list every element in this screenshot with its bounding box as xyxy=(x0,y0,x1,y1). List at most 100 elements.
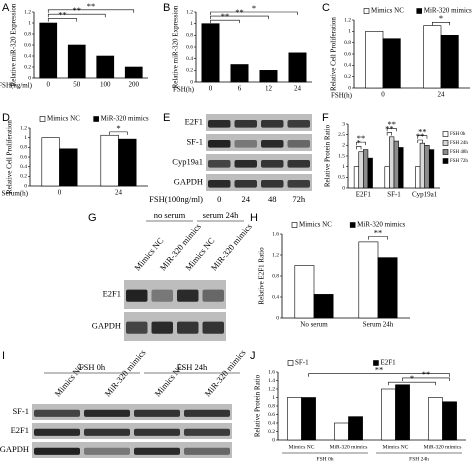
legend-swatch xyxy=(373,360,379,366)
legend-label: FSH 24h xyxy=(450,141,468,146)
y-tick-label: 0.4 xyxy=(272,294,279,300)
bar xyxy=(415,166,421,189)
y-tick-label: 0.4 xyxy=(20,164,27,170)
y-tick-label: 0.4 xyxy=(186,56,193,62)
y-tick-label: 0.6 xyxy=(20,154,27,160)
group-label: FSH 0h xyxy=(317,456,334,462)
bar xyxy=(393,140,399,189)
y-tick-label: 1 xyxy=(24,135,27,141)
blot-band xyxy=(208,180,231,188)
bar xyxy=(442,401,457,441)
significance-bracket xyxy=(388,381,436,386)
bar xyxy=(124,66,143,79)
blot-strip xyxy=(206,134,312,151)
significance-bracket xyxy=(368,236,388,240)
legend-swatch xyxy=(442,131,449,137)
x-tick-label: 24 xyxy=(294,85,302,93)
blot-strip xyxy=(206,114,312,131)
bar xyxy=(440,34,459,89)
blot-strip xyxy=(32,442,232,458)
bar xyxy=(348,416,363,441)
bar xyxy=(201,23,220,83)
x-tick-label: Serum 24h xyxy=(363,321,394,329)
blot-band xyxy=(234,140,257,148)
y-axis-label: Relative Cell Proliferation xyxy=(330,17,338,91)
y-tick-label: 1.2 xyxy=(24,9,31,15)
significance-label: ** xyxy=(418,127,427,137)
x-tick-label: 12 xyxy=(265,85,273,93)
legend-swatch xyxy=(93,116,99,122)
bar xyxy=(381,388,396,441)
bar xyxy=(334,422,349,441)
y-tick-label: 0.2 xyxy=(186,68,193,74)
significance-label: * xyxy=(252,3,256,13)
y-tick-label: 1.2 xyxy=(272,252,279,258)
x-tick-label: Cyp19a1 xyxy=(412,191,438,199)
significance-label: ** xyxy=(357,133,366,143)
group-label: FSH 0h xyxy=(79,362,106,372)
significance-bracket xyxy=(210,11,298,15)
y-tick-label: 0 xyxy=(276,315,279,321)
bar xyxy=(96,55,115,79)
blot-band xyxy=(261,120,284,128)
significance-bracket xyxy=(432,21,450,26)
bar xyxy=(424,145,430,189)
blot-band xyxy=(134,409,180,417)
x-tick-label: 6 xyxy=(238,85,242,93)
x-tick-label: 200 xyxy=(129,81,140,89)
panel-label: C xyxy=(322,2,330,14)
blot-band xyxy=(34,409,80,417)
y-tick-label: 0.4 xyxy=(24,53,31,59)
x-tick-label: MiR-320 mimics xyxy=(330,444,368,450)
y-tick-label: 0.6 xyxy=(344,51,351,57)
bar xyxy=(358,151,364,189)
bar xyxy=(67,44,86,79)
x-tick-label: 0 xyxy=(381,91,385,99)
blot-band xyxy=(126,289,148,302)
legend-swatch xyxy=(39,116,46,122)
blot-band xyxy=(177,289,199,302)
y-tick-label: 0.8 xyxy=(268,403,275,409)
legend-label: MiR-320 mimics xyxy=(424,7,472,15)
legend-swatch xyxy=(349,222,356,228)
blot-band xyxy=(261,140,284,148)
significance-label: ** xyxy=(374,228,383,238)
x-axis-label: Serum(h) xyxy=(2,190,29,198)
legend-label: Mimics NC xyxy=(47,115,80,123)
bar xyxy=(41,137,60,187)
blot-band xyxy=(287,180,310,188)
legend-label: FSH 0h xyxy=(450,132,466,137)
row-label: E2F1 xyxy=(103,288,121,298)
blot-band xyxy=(208,120,231,128)
panel-label: I xyxy=(2,350,5,362)
blot-band xyxy=(261,180,284,188)
row-label: E2F1 xyxy=(11,425,29,435)
bar xyxy=(301,397,316,441)
row-label: SF-1 xyxy=(12,406,29,416)
x-tick-label: 0 xyxy=(58,189,62,197)
y-tick-label: 1 xyxy=(348,29,351,35)
blot-band xyxy=(234,120,257,128)
significance-bracket xyxy=(47,18,78,22)
legend-swatch xyxy=(442,140,449,146)
legend-swatch xyxy=(442,158,449,164)
legend-label: Mimics NC xyxy=(371,7,404,15)
panel-label: A xyxy=(2,2,10,14)
x-tick-label: 24 xyxy=(438,91,446,99)
blot-band xyxy=(261,160,284,168)
bar xyxy=(423,25,442,89)
significance-bracket xyxy=(386,132,392,136)
blot-band xyxy=(234,160,257,168)
x-tick-label: Mimics NC xyxy=(383,444,409,450)
blot-band xyxy=(202,321,224,334)
bar xyxy=(389,136,395,189)
x-tick-label: 100 xyxy=(100,81,111,89)
y-tick-label: 1 xyxy=(342,164,345,170)
x-tick-label: 24 xyxy=(115,189,123,197)
blot-band xyxy=(184,409,230,417)
legend-label: E2F1 xyxy=(380,359,396,367)
significance-bracket xyxy=(47,13,106,18)
significance-bracket xyxy=(402,377,450,381)
significance-label: ** xyxy=(87,1,96,11)
